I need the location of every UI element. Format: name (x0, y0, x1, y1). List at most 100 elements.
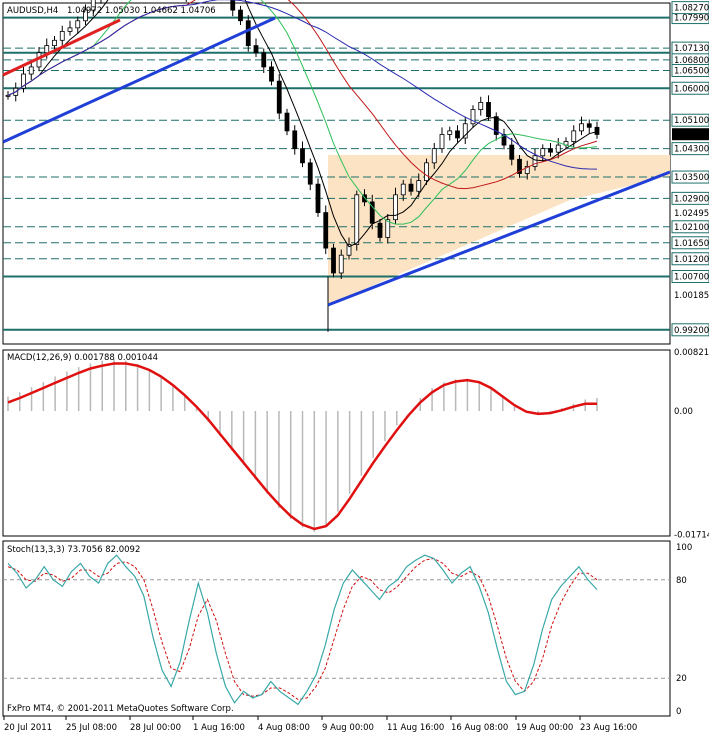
candle-body (400, 183, 406, 196)
time-axis-label: 20 Jul 2011 (4, 723, 52, 733)
trend-line-triangle-support (327, 170, 671, 307)
candle-body (261, 52, 267, 68)
candle-body (385, 219, 391, 238)
candle-body (362, 194, 367, 203)
level-label-box (671, 113, 709, 127)
price-tick-label: 1.02900 (674, 194, 709, 204)
triangle-pattern-zone (328, 155, 670, 305)
candle-body (338, 254, 344, 274)
price-header: AUDUSD,H4 (7, 6, 58, 16)
candle-body (75, 20, 81, 29)
candle-body (478, 102, 484, 110)
price-tick-label: 0.99200 (674, 326, 709, 336)
trend-line-red (2, 18, 121, 77)
level-label-box (671, 191, 709, 205)
macd-header: MACD(12,26,9) 0.001788 0.001044 (7, 353, 158, 363)
candle-body (21, 73, 26, 89)
moving-average-long (7, 0, 598, 170)
price-tick-label: 1.04300 (674, 145, 709, 155)
candle-body (323, 212, 329, 249)
price-panel: 1.079901.070001.060001.051001.047061.043… (2, 0, 709, 345)
candle-body (331, 247, 336, 274)
level-label-box (671, 323, 709, 337)
stoch-tick-label: 80 (676, 576, 687, 586)
candle-body (571, 130, 577, 142)
time-axis-label: 1 Aug 16:00 (193, 723, 245, 733)
level-label-box (671, 142, 709, 156)
candle-body (238, 9, 243, 22)
level-label-box (671, 270, 709, 284)
candle-body (284, 112, 290, 132)
price-tick-label: 1.00185 (674, 291, 709, 301)
candle-body (315, 183, 321, 213)
macd-panel-frame (2, 349, 671, 537)
current-price-label: 1.04706 (674, 130, 709, 140)
candle-body (5, 94, 11, 97)
candle-body (276, 80, 282, 114)
candle-body (586, 123, 592, 128)
time-axis-label: 16 Aug 08:00 (451, 723, 508, 733)
stoch-header: Stoch(13,3,3) 73.7056 82.0092 (7, 545, 140, 555)
price-tick-label: 1.00700 (674, 273, 709, 283)
candle-body (470, 109, 476, 125)
price-tick-label: 1.07130 (674, 44, 709, 54)
candle-body (455, 130, 460, 139)
stoch-tick-label: 20 (676, 674, 687, 684)
candle-body (393, 194, 398, 221)
macd-panel: 0.00821 0.00 -0.01714 MACD(12,26,9) 0.0017… (2, 348, 709, 540)
price-tick-label: 1.06500 (674, 66, 709, 76)
time-axis-label: 4 Aug 08:00 (258, 723, 310, 733)
level-label-box (671, 1, 709, 15)
candle-body (83, 9, 88, 22)
candle-body (52, 39, 57, 47)
price-tick-label: 1.05100 (674, 116, 709, 126)
candle-body (501, 134, 507, 146)
footer-copyright: FxPro MT4, © 2001-2011 MetaQuotes Softwa… (7, 704, 234, 714)
candle-body (369, 201, 375, 224)
time-axis: 20 Jul 2011 25 Jul 08:00 28 Jul 00:00 1 Aug… (3, 716, 637, 733)
candle-body (253, 45, 259, 54)
candle-body (555, 144, 561, 153)
candle-body (28, 66, 34, 75)
candle-body (377, 222, 383, 238)
candle-body (90, 0, 96, 11)
moving-average-fast (7, 0, 598, 248)
stoch-main-line (7, 554, 598, 706)
candle-body (524, 165, 530, 174)
candle-body (439, 134, 445, 150)
candle-body (594, 126, 600, 135)
price-ohlc: 1.04972 1.05030 1.04662 1.04706 (67, 6, 216, 16)
level-label-box (671, 63, 709, 77)
candle-body (517, 158, 522, 174)
level-label-box (671, 81, 709, 95)
candle-body (579, 123, 584, 132)
price-tick-label: 1.02100 (674, 223, 709, 233)
trend-line-upper (2, 16, 276, 144)
level-label-box (671, 252, 709, 266)
macd-tick-label: -0.01714 (674, 530, 709, 540)
stoch-panel-frame (2, 540, 671, 717)
time-axis-label: 11 Aug 16:00 (387, 723, 444, 733)
moving-average-medium (7, 0, 598, 225)
stoch-tick-label: 0 (676, 707, 681, 717)
price-tick-label: 1.03500 (674, 173, 709, 183)
candle-body (540, 148, 546, 157)
candle-body (230, 0, 236, 11)
stoch-panel: 100 80 20 0 Stoch(13,3,3) 73.7056 82.0092 F… (2, 540, 692, 717)
candle-body (245, 20, 251, 47)
stoch-tick-label: 100 (676, 543, 692, 553)
time-axis-label: 19 Aug 00:00 (516, 723, 573, 733)
candle-body (548, 148, 553, 153)
candle-body (346, 244, 352, 256)
candle-body (447, 130, 453, 135)
macd-signal-line (7, 362, 597, 531)
price-tick-label: 1.06000 (674, 84, 709, 94)
macd-tick-label: 0.00 (674, 407, 693, 417)
price-tick-label: 1.02495 (674, 209, 709, 219)
candle-body (292, 130, 298, 150)
candle-body (509, 144, 515, 160)
candle-body (532, 155, 538, 167)
price-tick-label: 1.06800 (674, 56, 709, 66)
candle-body (307, 162, 313, 185)
candle-body (408, 183, 414, 192)
